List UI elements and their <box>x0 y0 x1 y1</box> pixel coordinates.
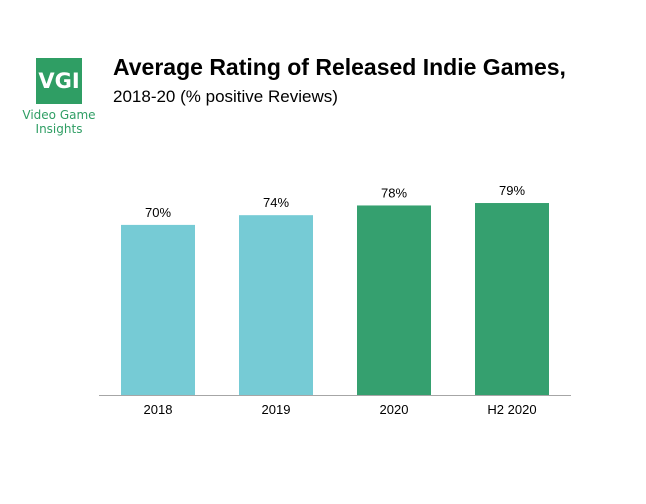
data-label: 74% <box>263 195 289 210</box>
bar-2020 <box>357 205 431 395</box>
bar-h2-2020 <box>475 203 549 395</box>
bar-2018 <box>121 224 195 395</box>
logo-text-line1: Video Game <box>22 108 96 122</box>
data-label: 78% <box>381 185 407 200</box>
x-tick-label: 2020 <box>380 402 409 417</box>
vgi-logo: VGI Video Game Insights <box>20 58 98 136</box>
chart-subtitle: 2018-20 (% positive Reviews) <box>113 87 338 106</box>
x-tick-label: H2 2020 <box>487 402 536 417</box>
x-tick-label: 2018 <box>144 402 173 417</box>
data-label: 79% <box>499 183 525 198</box>
x-tick-label: 2019 <box>262 402 291 417</box>
logo-mark: VGI <box>36 58 82 104</box>
logo-text-line2: Insights <box>35 122 83 136</box>
chart-title: Average Rating of Released Indie Games, <box>113 54 566 80</box>
data-label: 70% <box>145 205 171 220</box>
bar-2019 <box>239 215 313 395</box>
